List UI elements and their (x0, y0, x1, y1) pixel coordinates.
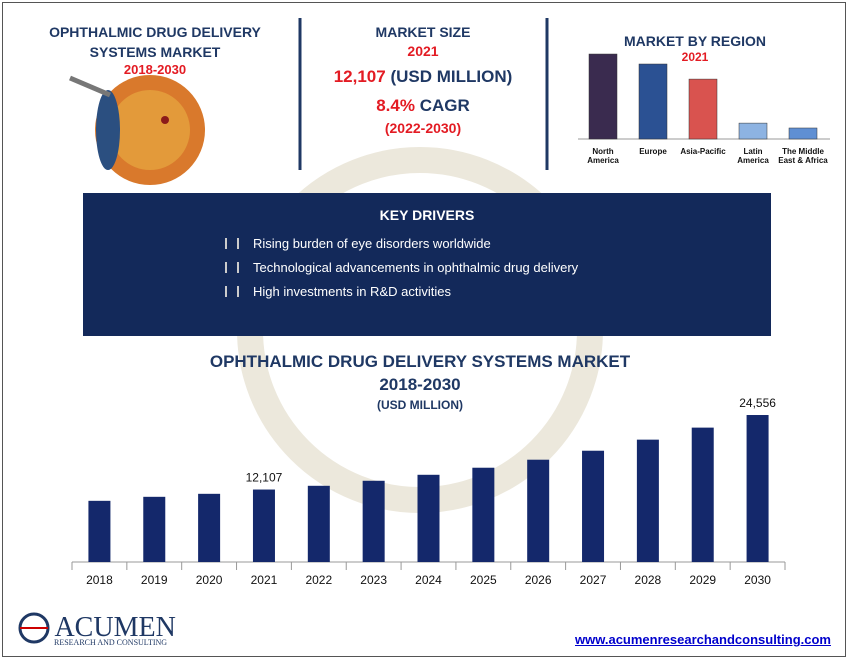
market-size-label: MARKET SIZE (375, 24, 471, 40)
driver-text: Technological advancements in ophthalmic… (253, 260, 579, 275)
x-tick-label: 2029 (689, 573, 716, 587)
bullet-icon (225, 238, 239, 249)
market-size-value-row: 12,107 (USD MILLION) (300, 67, 546, 87)
bar (307, 485, 330, 562)
bullet-icon (225, 286, 239, 297)
y-axis-label: (USD MILLION) (377, 398, 463, 412)
x-tick-label: 2019 (141, 573, 168, 587)
chart-subtitle: 2018-2030 (379, 375, 461, 394)
logo-text: ACUMEN (54, 612, 176, 643)
bar (527, 459, 550, 562)
market-size-unit: (USD MILLION) (390, 67, 513, 86)
eye-icon (69, 75, 205, 185)
x-tick-label: Europe (639, 147, 667, 156)
period: 2018-2030 (123, 62, 187, 77)
driver-item: High investments in R&D activities (225, 284, 578, 299)
bar (472, 467, 495, 562)
x-tick-label: 2021 (251, 573, 278, 587)
drivers-title: KEY DRIVERS (379, 207, 475, 223)
bar (88, 500, 111, 562)
value-label: 12,107 (246, 471, 283, 485)
x-tick-label: 2028 (635, 573, 662, 587)
x-tick-label: Latin America (737, 147, 769, 165)
chart-title: OPHTHALMIC DRUG DELIVERY SYSTEMS MARKET (209, 352, 631, 371)
x-tick-label: North America (587, 147, 619, 165)
bar (362, 480, 385, 562)
driver-item: Technological advancements in ophthalmic… (225, 260, 578, 275)
bar (746, 415, 769, 562)
market-size-value: 12,107 (333, 67, 386, 86)
cagr-period: (2022-2030) (384, 120, 462, 136)
bar (788, 127, 818, 140)
logo: ACUMEN RESEARCH AND CONSULTING (18, 612, 176, 647)
bar (582, 450, 605, 562)
bar (198, 493, 221, 562)
chart-subtitle: 2021 (681, 50, 709, 64)
bar (691, 427, 714, 562)
bar (688, 78, 718, 140)
driver-text: High investments in R&D activities (253, 284, 451, 299)
cagr-label: CAGR (419, 96, 470, 115)
bullet-icon (225, 262, 239, 273)
title: OPHTHALMIC DRUG DELIVERY SYSTEMS MARKET (49, 24, 261, 60)
cagr-value: 8.4% (376, 96, 415, 115)
drivers-list: Rising burden of eye disorders worldwide… (225, 236, 578, 308)
logo-globe (18, 612, 50, 644)
bar (588, 53, 618, 140)
bar (143, 496, 166, 562)
logo-sub: RESEARCH AND CONSULTING (54, 638, 168, 647)
x-tick-label: 2025 (470, 573, 497, 587)
chart-title: MARKET BY REGION (623, 33, 767, 49)
x-tick-label: 2022 (305, 573, 332, 587)
website-link[interactable]: www.acumenresearchandconsulting.com (575, 632, 831, 647)
x-tick-label: Asia-Pacific (680, 147, 726, 156)
drivers-panel (83, 193, 771, 336)
bar (638, 63, 668, 140)
x-tick-label: 2027 (580, 573, 607, 587)
x-tick-label: 2020 (196, 573, 223, 587)
x-tick-label: 2024 (415, 573, 442, 587)
x-tick-label: 2030 (744, 573, 771, 587)
market-size-year: 2021 (407, 43, 439, 59)
bar (252, 489, 275, 562)
value-label: 24,556 (739, 396, 776, 410)
bar (417, 474, 440, 562)
cagr-row: 8.4% CAGR (300, 96, 546, 116)
x-tick-label: 2023 (360, 573, 387, 587)
bar (636, 439, 659, 562)
driver-text: Rising burden of eye disorders worldwide (253, 236, 491, 251)
x-tick-label: 2018 (86, 573, 113, 587)
x-tick-label: 2026 (525, 573, 552, 587)
x-tick-label: The Middle East & Africa (778, 147, 828, 165)
driver-item: Rising burden of eye disorders worldwide (225, 236, 578, 251)
bar (738, 122, 768, 140)
